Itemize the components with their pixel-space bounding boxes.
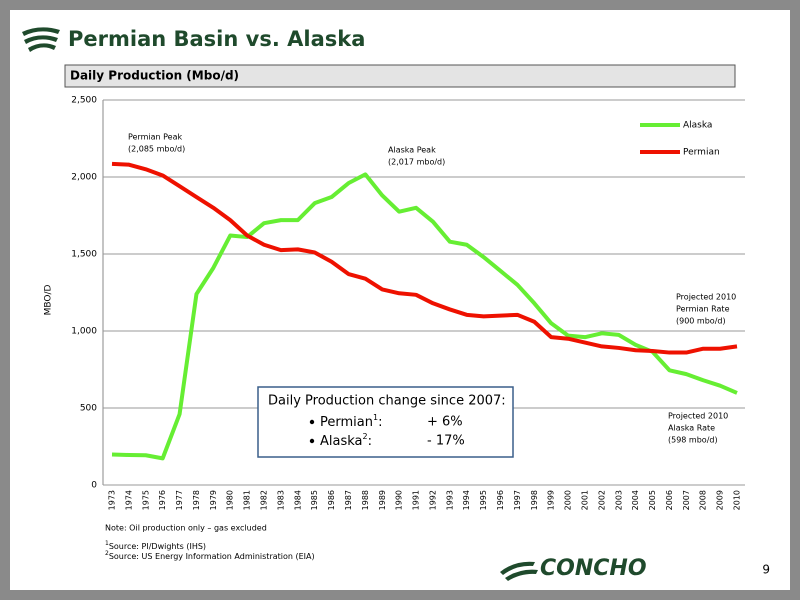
item-suffix: : xyxy=(378,415,382,430)
logo-text: CONCHO xyxy=(540,556,647,581)
x-tick-label: 1976 xyxy=(158,490,167,510)
series-line xyxy=(111,161,738,355)
x-tick-label: 2004 xyxy=(631,490,640,510)
annotation: (900 mbo/d) xyxy=(676,317,726,326)
y-tick-label: 2,000 xyxy=(71,173,97,183)
item-sup: 2 xyxy=(363,432,368,441)
annotation: (2,017 mbo/d) xyxy=(388,158,445,167)
x-tick-label: 2002 xyxy=(597,490,606,510)
item-suffix: : xyxy=(368,434,372,449)
x-tick-label: 1985 xyxy=(310,490,319,510)
x-tick-label: 1977 xyxy=(175,490,184,510)
source: 2Source: US Energy Information Administr… xyxy=(105,550,315,561)
callout-value: - 17% xyxy=(427,434,465,449)
annotation: Projected 2010 xyxy=(676,293,736,302)
x-tick-label: 1980 xyxy=(226,490,235,510)
callout-items: Permian1: + 6% Alaska2: - 17% xyxy=(309,413,465,449)
x-tick-label: 1988 xyxy=(361,490,370,510)
subtitle: Daily Production (Mbo/d) xyxy=(70,69,239,83)
y-tick-label: 0 xyxy=(91,481,97,491)
x-tick-label: 1986 xyxy=(327,490,336,510)
annotation: (598 mbo/d) xyxy=(668,436,718,445)
x-tick-label: 2006 xyxy=(665,490,674,510)
slide-bg xyxy=(10,10,790,590)
x-tick-label: 2005 xyxy=(648,490,657,510)
y-tick-label: 1,500 xyxy=(71,250,97,260)
x-tick-label: 2001 xyxy=(580,490,589,510)
callout-box xyxy=(257,386,514,458)
bottom-logo xyxy=(500,561,538,581)
bullet xyxy=(309,419,315,425)
x-tick-label: 1978 xyxy=(192,490,201,510)
sources: 1Source: PI/Dwights (IHS)2Source: US Ene… xyxy=(105,540,315,561)
x-tick-label: 2009 xyxy=(716,490,725,510)
item-label: Alaska xyxy=(320,434,363,449)
x-tick-label: 1981 xyxy=(243,490,252,510)
legend-label: Permian xyxy=(683,148,720,158)
y-tick-label: 1,000 xyxy=(71,327,97,337)
x-tick-label: 2010 xyxy=(733,490,742,510)
x-tick-label: 1974 xyxy=(124,490,133,510)
subtitle-bar xyxy=(64,64,736,88)
page-number: 9 xyxy=(762,563,770,577)
x-tick-label: 2003 xyxy=(614,490,623,510)
callout-title: Daily Production change since 2007: xyxy=(268,394,506,409)
item-sup: 1 xyxy=(373,413,378,422)
footnote: Note: Oil production only – gas excluded xyxy=(105,524,267,533)
x-tick-label: 2007 xyxy=(682,490,691,510)
slide-title: Permian Basin vs. Alaska xyxy=(68,27,365,51)
x-tick-label: 1989 xyxy=(378,490,387,510)
callout-item: Alaska2: xyxy=(320,432,372,449)
source-sup: 1 xyxy=(105,540,109,547)
x-tick-label: 1999 xyxy=(547,490,556,510)
source-text: Source: PI/Dwights (IHS) xyxy=(109,542,206,551)
annotation: Permian Peak xyxy=(128,133,183,142)
x-tick-label: 1982 xyxy=(260,490,269,510)
source-text: Source: US Energy Information Administra… xyxy=(109,552,315,561)
top-logo xyxy=(22,27,60,52)
x-tick-label: 1975 xyxy=(141,490,150,510)
callout-value: + 6% xyxy=(427,415,463,430)
x-tick-label: 1979 xyxy=(209,490,218,510)
x-tick-label: 1983 xyxy=(276,490,285,510)
source-sup: 2 xyxy=(105,550,109,557)
x-tick-label: 1984 xyxy=(293,490,302,510)
x-tick-label: 1997 xyxy=(513,490,522,510)
bullet xyxy=(309,438,315,444)
annotation: Permian Rate xyxy=(676,305,730,314)
x-tick-label: 1994 xyxy=(462,490,471,510)
annotation: Alaska Rate xyxy=(668,424,715,433)
item-label: Permian xyxy=(320,415,373,430)
x-tick-label: 1996 xyxy=(496,490,505,510)
series-line xyxy=(111,172,738,461)
callout-item: Permian1: xyxy=(320,413,382,430)
x-tick-label: 1973 xyxy=(108,490,117,510)
x-tick-label: 1998 xyxy=(530,490,539,510)
x-tick-label: 1987 xyxy=(344,490,353,510)
x-tick-label: 2008 xyxy=(699,490,708,510)
y-axis-label: MBO/D xyxy=(44,285,54,316)
plot: 0 500 1,000 1,500 2,000 2,500 1973 1974 1975 1976… xyxy=(71,96,745,510)
x-tick-label: 1995 xyxy=(479,490,488,510)
x-tick-label: 1990 xyxy=(395,490,404,510)
legend-label: Alaska xyxy=(683,121,712,131)
annotation: (2,085 mbo/d) xyxy=(128,145,185,154)
annotation: Alaska Peak xyxy=(388,146,436,155)
y-tick-label: 2,500 xyxy=(71,96,97,106)
annotation: Projected 2010 xyxy=(668,412,728,421)
x-tick-label: 1992 xyxy=(428,490,437,510)
x-tick-label: 1993 xyxy=(445,490,454,510)
x-tick-label: 1991 xyxy=(412,490,421,510)
x-tick-label: 2000 xyxy=(564,490,573,510)
y-tick-label: 500 xyxy=(80,404,97,414)
source: 1Source: PI/Dwights (IHS) xyxy=(105,540,206,551)
